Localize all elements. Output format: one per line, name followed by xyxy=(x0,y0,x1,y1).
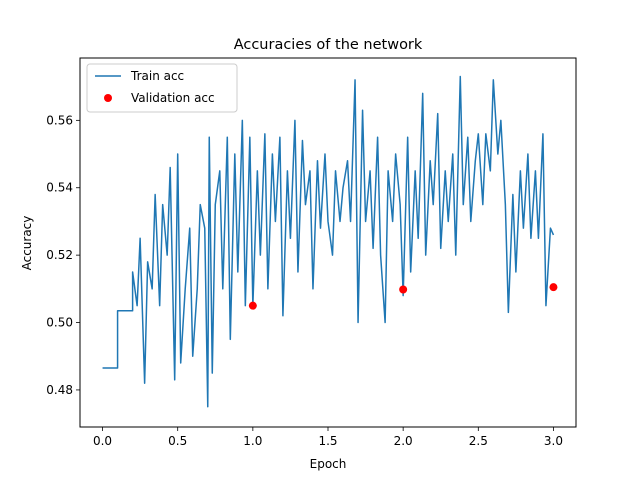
y-tick-label: 0.56 xyxy=(46,113,73,127)
validation-point xyxy=(549,283,558,292)
y-tick-label: 0.54 xyxy=(46,181,73,195)
x-tick-label: 3.0 xyxy=(544,434,563,448)
x-tick-label: 1.5 xyxy=(318,434,337,448)
legend-validation-marker xyxy=(104,94,112,102)
plot-area xyxy=(102,75,558,408)
legend-frame xyxy=(86,63,238,113)
x-tick-label: 2.5 xyxy=(469,434,488,448)
x-axis: 0.0 0.5 1.0 1.5 2.0 2.5 3.0 xyxy=(93,427,563,448)
chart-title: Accuracies of the network xyxy=(234,37,423,53)
y-axis: 0.48 0.50 0.52 0.54 0.56 xyxy=(46,113,80,397)
x-tick-label: 1.0 xyxy=(243,434,262,448)
plot-frame xyxy=(79,57,577,428)
x-axis-label: Epoch xyxy=(310,457,347,471)
x-tick-label: 2.0 xyxy=(394,434,413,448)
legend: Train acc Validation acc xyxy=(86,63,238,113)
y-tick-label: 0.52 xyxy=(46,248,73,262)
series-line-train-acc xyxy=(102,75,555,408)
legend-train-label: Train acc xyxy=(130,69,184,83)
x-tick-label: 0.5 xyxy=(168,434,187,448)
y-axis-label: Accuracy xyxy=(20,216,34,271)
validation-point xyxy=(399,285,408,294)
x-tick-label: 0.0 xyxy=(93,434,112,448)
y-tick-label: 0.48 xyxy=(46,383,73,397)
validation-point xyxy=(248,301,257,310)
legend-validation-label: Validation acc xyxy=(131,91,215,105)
y-tick-label: 0.50 xyxy=(46,316,73,330)
